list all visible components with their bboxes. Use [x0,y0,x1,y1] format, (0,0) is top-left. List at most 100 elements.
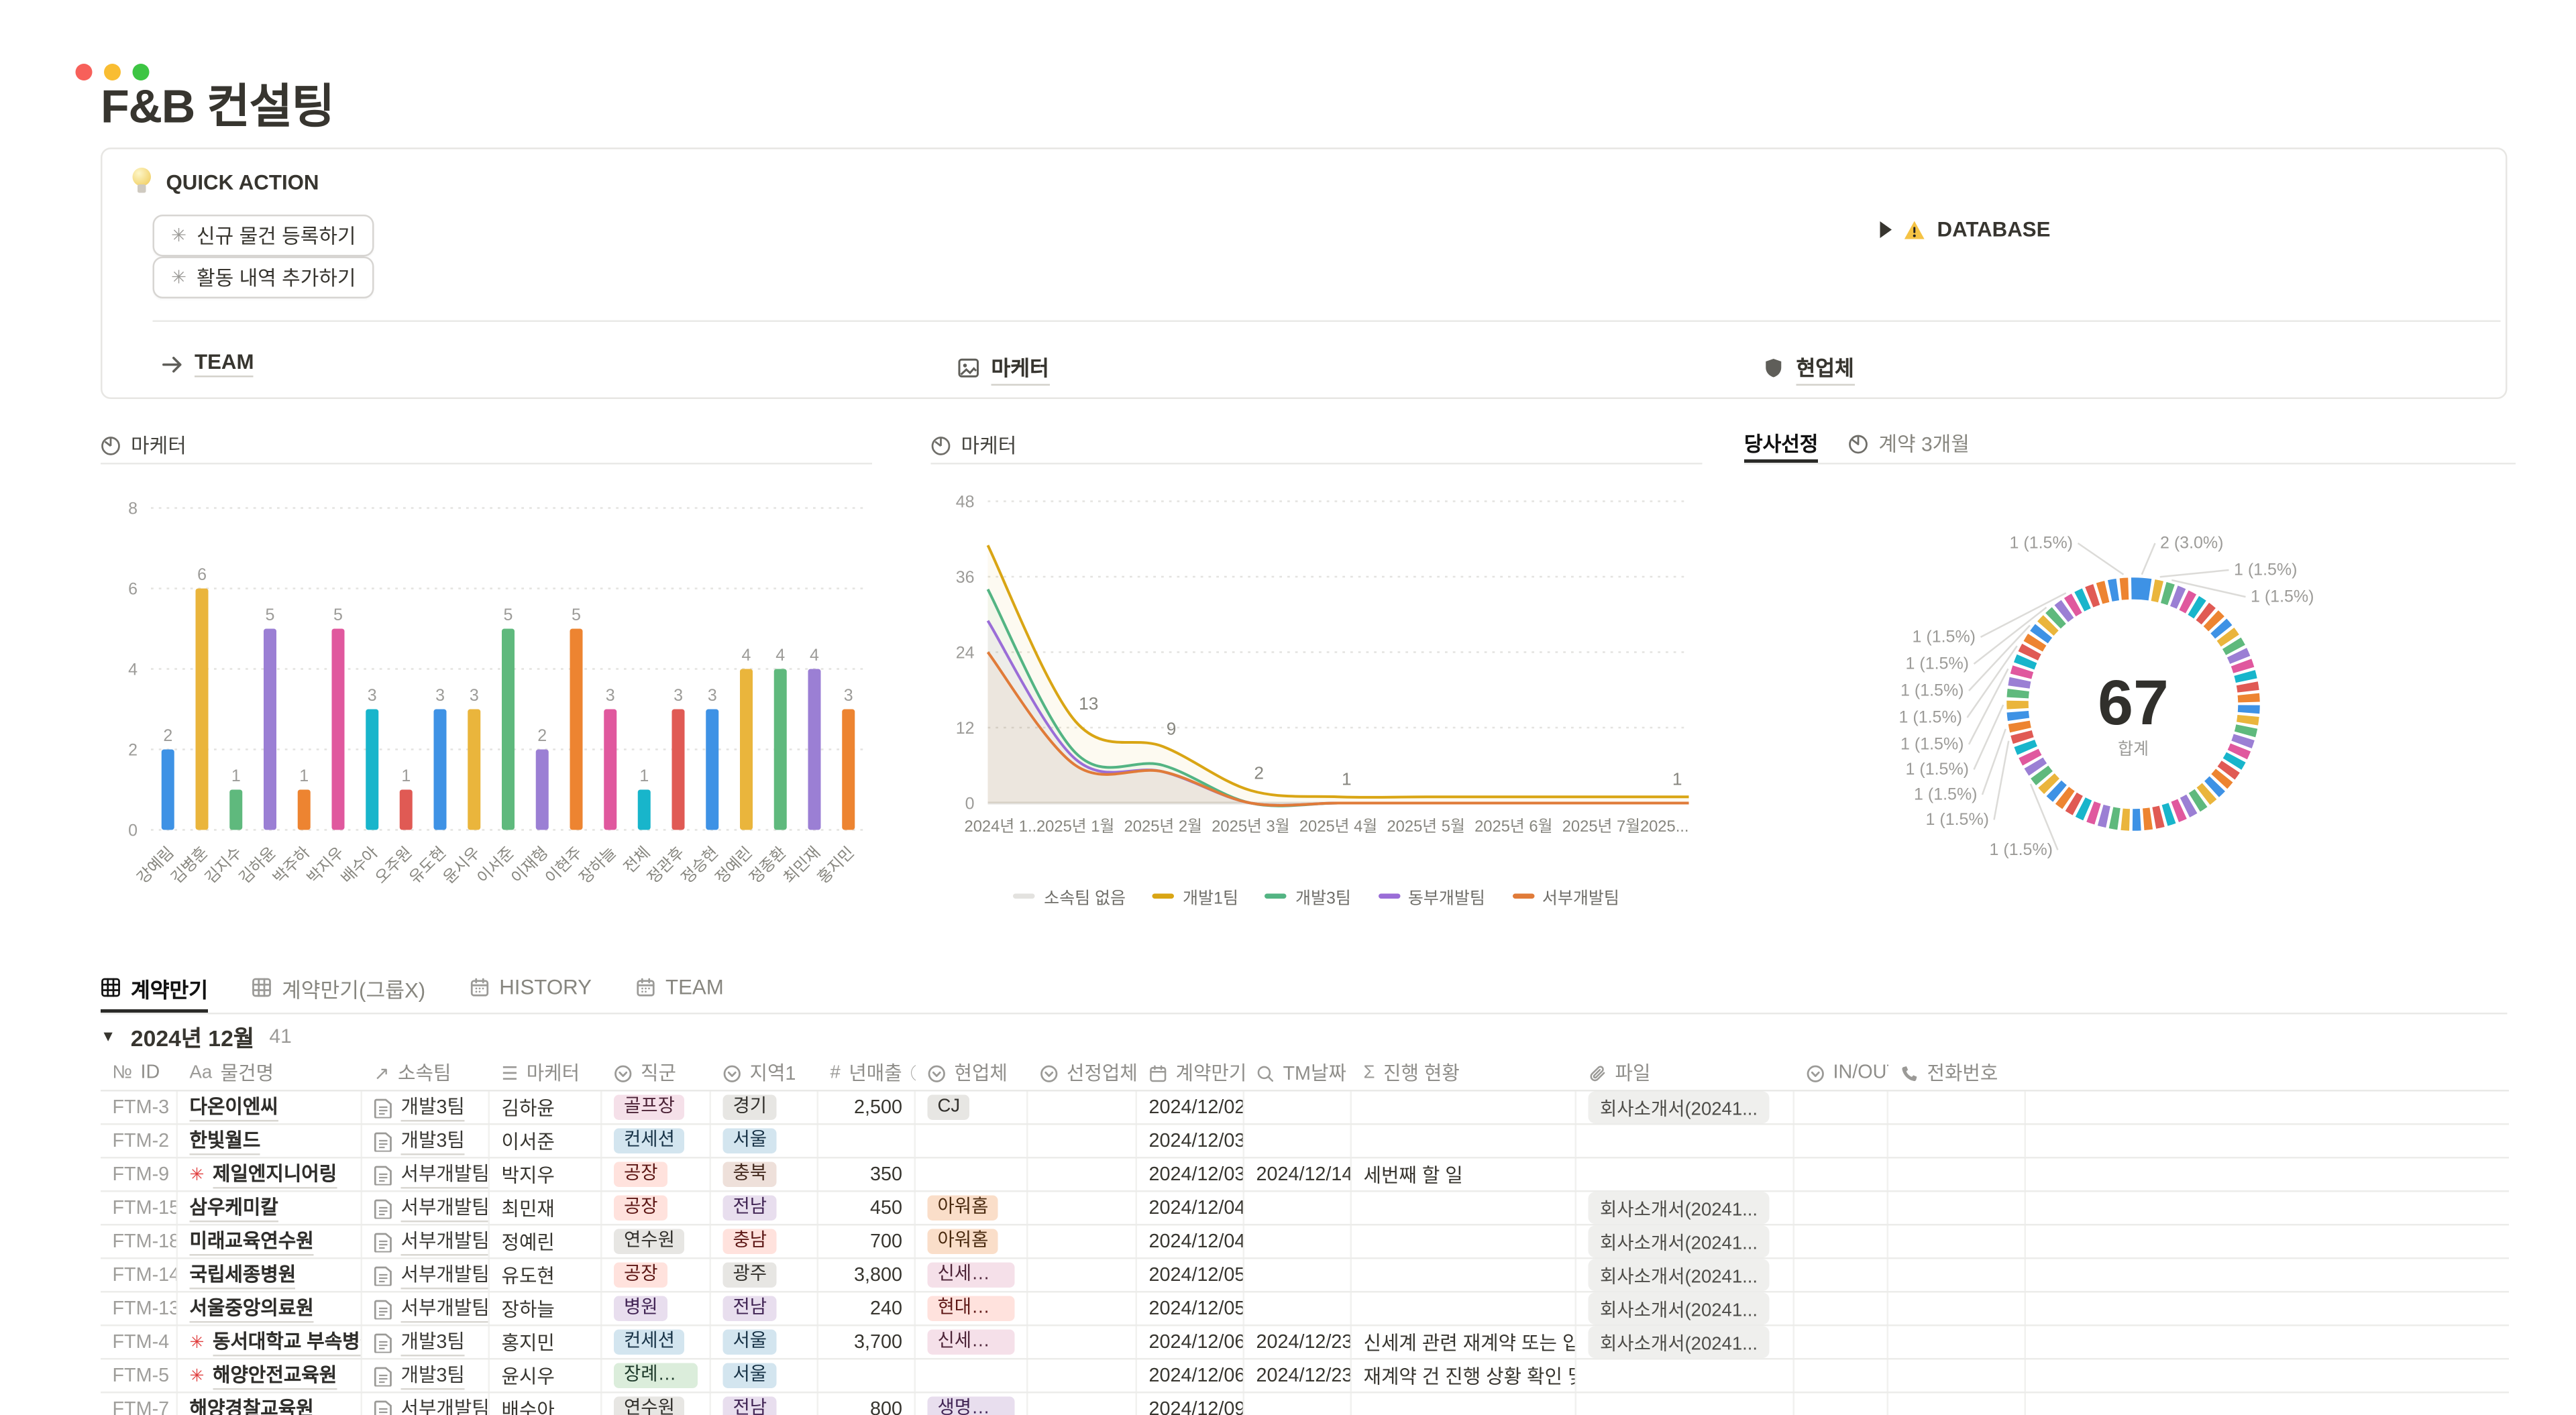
table-row[interactable]: FTM-9 ✳ 제일엔지니어링 서부개발팀 박지우 공장 충북 350 2024/12/03 20… [101,1158,2509,1192]
page-link-현업체[interactable]: 현업체 [1763,351,1854,386]
cell-revenue[interactable]: 3,700 [818,1326,916,1358]
cell-marketer[interactable]: 홍지민 [490,1326,602,1358]
cell-id[interactable]: FTM-15 [101,1192,178,1224]
bar-chart-header[interactable]: 마케터 [101,428,872,465]
cell-expiry[interactable]: 2024/12/04 [1137,1192,1244,1224]
row-team[interactable]: 개발3팀 [400,1361,465,1391]
column-header-selected[interactable]: 선정업체 [1028,1056,1137,1090]
cell-tm[interactable] [1244,1091,1352,1123]
cell-selected[interactable] [1028,1091,1137,1123]
cell-name[interactable]: ✳ 동서대학교 부속병원 [178,1326,362,1358]
cell-revenue[interactable] [818,1359,916,1392]
cell-phone[interactable] [1888,1091,2026,1123]
cell-partner[interactable] [916,1125,1028,1157]
database-toggle[interactable]: DATABASE [1880,218,2050,241]
row-name[interactable]: 동서대학교 부속병원 [213,1327,361,1357]
cell-id[interactable]: FTM-4 [101,1326,178,1358]
row-name[interactable]: 한빛월드 [189,1126,261,1156]
cell-name[interactable]: 해양경찰교육원 [178,1393,362,1415]
column-header-inout[interactable]: IN/OUT [1794,1056,1888,1090]
cell-expiry[interactable]: 2024/12/03 [1137,1125,1244,1157]
info-icon[interactable]: ⓘ [910,1060,916,1086]
cell-marketer[interactable]: 장하늘 [490,1292,602,1324]
cell-name[interactable]: 한빛월드 [178,1125,362,1157]
row-team[interactable]: 서부개발팀 [401,1394,488,1415]
cell-job[interactable]: 공장 [602,1158,711,1190]
cell-selected[interactable] [1028,1359,1137,1392]
cell-revenue[interactable]: 3,800 [818,1259,916,1291]
cell-tm[interactable]: 2024/12/14 [1244,1158,1352,1190]
column-header-partner[interactable]: 현업체 [916,1056,1028,1090]
table-row[interactable]: FTM-4 ✳ 동서대학교 부속병원 개발3팀 홍지민 컨세션 서울 3,700 신세계푸드 20… [101,1326,2509,1360]
view-tab-계약만기(그룹x)[interactable]: 계약만기(그룹X) [252,969,425,1013]
cell-region[interactable]: 서울 [711,1326,818,1358]
file-badge[interactable]: 회사소개서(20241... [1588,1292,1770,1324]
column-header-id[interactable]: № ID [101,1056,178,1090]
row-name[interactable]: 해양경찰교육원 [190,1394,314,1415]
cell-selected[interactable] [1028,1292,1137,1324]
cell-name[interactable]: 미래교육연수원 [178,1225,362,1257]
cell-job[interactable]: 골프장 [602,1091,711,1123]
cell-phone[interactable] [1888,1158,2026,1190]
file-badge[interactable]: 회사소개서(20241... [1588,1259,1770,1291]
cell-name[interactable]: ✳ 해양안전교육원 [178,1359,362,1392]
row-team[interactable]: 서부개발팀 [400,1294,488,1324]
cell-file[interactable]: 회사소개서(20241... [1576,1259,1794,1291]
cell-progress[interactable] [1352,1091,1576,1123]
file-badge[interactable]: 회사소개서(20241... [1588,1326,1770,1358]
cell-id[interactable]: FTM-13 [101,1292,178,1324]
cell-tm[interactable]: 2024/12/23 [1244,1326,1352,1358]
cell-selected[interactable] [1028,1192,1137,1224]
cell-progress[interactable] [1352,1393,1576,1415]
cell-partner[interactable] [916,1359,1028,1392]
cell-id[interactable]: FTM-18 [101,1225,178,1257]
column-header-job[interactable]: 직군 [602,1056,712,1090]
cell-team[interactable]: 서부개발팀 [362,1259,490,1291]
file-badge[interactable]: 회사소개서(20241... [1588,1225,1770,1257]
row-team[interactable]: 서부개발팀 [400,1193,488,1223]
cell-inout[interactable] [1794,1259,1888,1291]
cell-file[interactable]: 회사소개서(20241... [1576,1091,1794,1123]
cell-region[interactable]: 경기 [711,1091,818,1123]
cell-file[interactable]: 회사소개서(20241... [1576,1326,1794,1358]
table-row[interactable]: FTM-7 해양경찰교육원 서부개발팀 배수아 연수원 전남 800 생명푸드 2024/12/… [101,1393,2509,1415]
cell-team[interactable]: 개발3팀 [362,1359,490,1392]
page-link-마케터[interactable]: 마케터 [958,351,1049,386]
cell-inout[interactable] [1794,1225,1888,1257]
cell-tm[interactable] [1244,1125,1352,1157]
file-badge[interactable]: 회사소개서(20241... [1588,1091,1770,1123]
row-name[interactable]: 해양안전교육원 [213,1361,337,1391]
cell-job[interactable]: 공장 [602,1259,711,1291]
cell-partner[interactable]: 아워홈 [916,1225,1028,1257]
cell-id[interactable]: FTM-3 [101,1091,178,1123]
cell-expiry[interactable]: 2024/12/05 [1137,1259,1244,1291]
zoom-window-icon[interactable] [132,64,150,80]
cell-partner[interactable]: 신세계푸드 [916,1259,1028,1291]
cell-phone[interactable] [1888,1359,2026,1392]
cell-tm[interactable] [1244,1192,1352,1224]
table-row[interactable]: FTM-13 서울중앙의료원 서부개발팀 장하늘 병원 전남 240 현대그린푸드 2024/1… [101,1292,2509,1326]
cell-revenue[interactable] [818,1125,916,1157]
cell-revenue[interactable]: 700 [818,1225,916,1257]
donut-tab-active[interactable]: 당사선정 [1744,428,1818,463]
column-header-phone[interactable]: 전화번호 [1888,1056,2026,1090]
cell-progress[interactable]: 신세계 관련 재계약 또는 입찰 여부 [1352,1326,1576,1358]
cell-progress[interactable] [1352,1259,1576,1291]
cell-inout[interactable] [1794,1292,1888,1324]
table-group-header[interactable]: ▼ 2024년 12월 41 [101,1019,292,1053]
cell-region[interactable]: 전남 [711,1192,818,1224]
row-team[interactable]: 서부개발팀 [400,1227,488,1257]
cell-inout[interactable] [1794,1393,1888,1415]
cell-selected[interactable] [1028,1259,1137,1291]
toggle-arrow-icon[interactable] [1880,221,1892,238]
cell-progress[interactable] [1352,1225,1576,1257]
cell-marketer[interactable]: 배수아 [490,1393,602,1415]
cell-inout[interactable] [1794,1326,1888,1358]
cell-file[interactable]: 회사소개서(20241... [1576,1292,1794,1324]
cell-progress[interactable] [1352,1125,1576,1157]
cell-marketer[interactable]: 박지우 [490,1158,602,1190]
cell-inout[interactable] [1794,1091,1888,1123]
cell-expiry[interactable]: 2024/12/09 [1137,1393,1244,1415]
row-team[interactable]: 개발3팀 [400,1327,465,1357]
cell-team[interactable]: 개발3팀 [362,1125,490,1157]
